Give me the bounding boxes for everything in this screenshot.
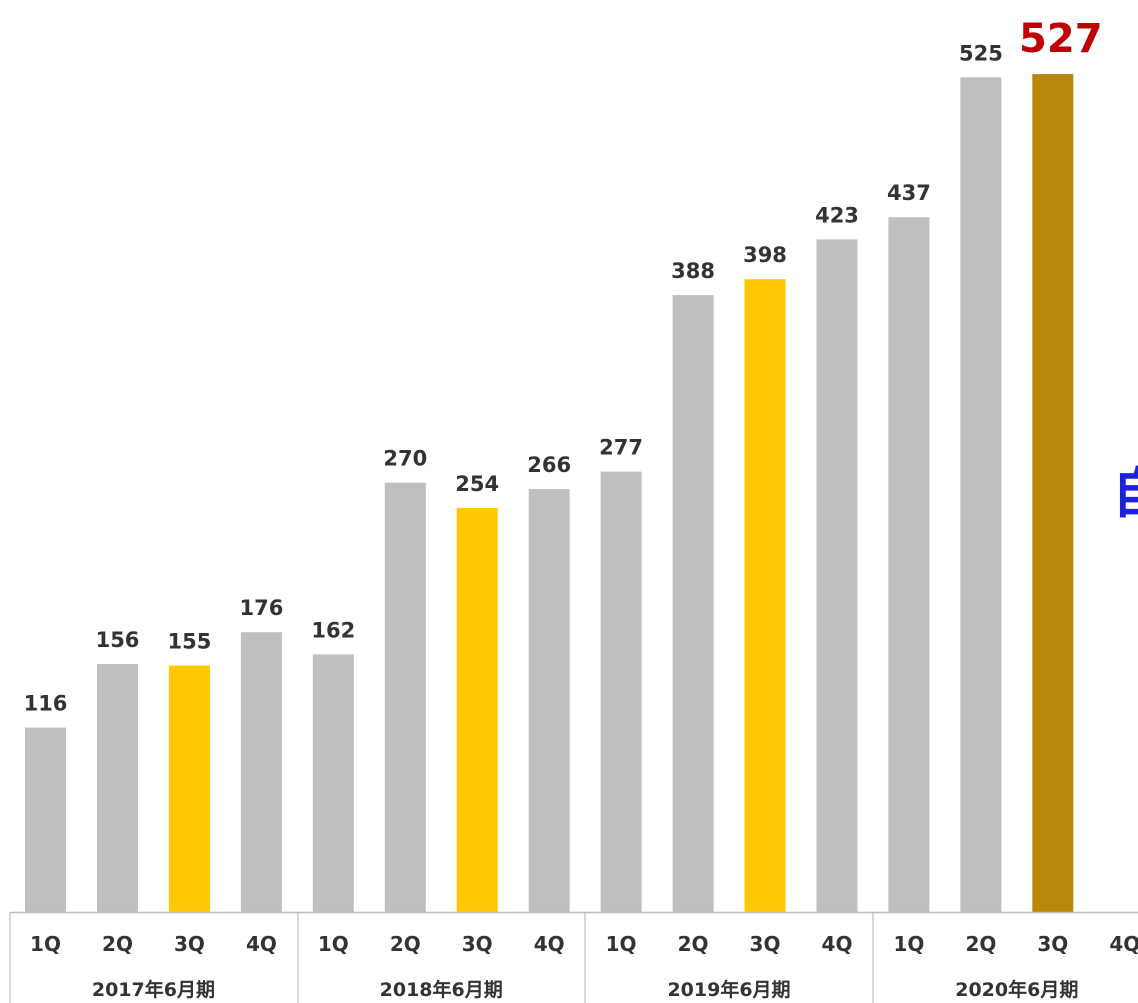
bar-4 <box>240 632 282 912</box>
bar-11 <box>744 279 786 912</box>
bar-2 <box>97 664 138 912</box>
value-label-7: 254 <box>455 472 499 496</box>
value-label-13: 437 <box>887 181 931 205</box>
side-annotation-text: 自 <box>1112 462 1138 525</box>
value-label-3: 155 <box>167 630 211 654</box>
quarter-label-2: 2Q <box>102 932 133 956</box>
quarter-label-12: 4Q <box>822 932 853 956</box>
value-label-11: 398 <box>743 243 787 267</box>
period-label-3: 2019年6月期 <box>667 978 790 1001</box>
quarter-label-15: 3Q <box>1037 932 1068 956</box>
quarter-label-9: 1Q <box>606 932 637 956</box>
bar-5 <box>312 654 354 912</box>
bar-13 <box>888 217 930 912</box>
value-label-4: 176 <box>239 596 283 620</box>
quarter-label-3: 3Q <box>174 932 205 956</box>
value-label-5: 162 <box>311 618 355 642</box>
bar-7 <box>456 508 498 912</box>
bar-9 <box>600 471 642 912</box>
quarter-label-7: 3Q <box>462 932 493 956</box>
bar-15 <box>1032 74 1074 913</box>
value-label-9: 277 <box>599 436 643 460</box>
value-label-14: 525 <box>959 41 1003 65</box>
bar-10 <box>672 295 714 913</box>
period-label-2: 2018年6月期 <box>380 978 503 1001</box>
value-label-8: 266 <box>527 453 571 477</box>
value-labels-group: 116 156 155 176 162 270 254 266 277 388 398 423 437 5… <box>24 16 1103 716</box>
value-label-12: 423 <box>815 203 859 227</box>
quarter-label-11: 3Q <box>750 932 781 956</box>
bar-1 <box>25 727 66 912</box>
quarter-label-8: 4Q <box>534 932 565 956</box>
quarter-label-10: 2Q <box>678 932 709 956</box>
bar-14 <box>960 77 1002 913</box>
quarter-label-16: 4Q <box>1109 932 1138 956</box>
value-label-1: 116 <box>24 692 68 716</box>
quarter-label-1: 1Q <box>30 932 61 956</box>
value-label-15: 527 <box>1019 16 1103 62</box>
quarter-label-14: 2Q <box>965 932 996 956</box>
value-label-10: 388 <box>671 259 715 283</box>
bar-8 <box>528 489 570 912</box>
bar-12 <box>816 239 858 912</box>
value-label-2: 156 <box>96 628 140 652</box>
bars-group <box>25 74 1074 913</box>
bar-6 <box>384 482 426 912</box>
quarter-label-13: 1Q <box>893 932 924 956</box>
period-label-1: 2017年6月期 <box>92 978 215 1001</box>
period-label-4: 2020年6月期 <box>955 978 1078 1001</box>
x-axis: 1Q 2Q 3Q 4Q 2017年6月期 1Q 2Q 3Q 4Q 2018年6月期 1Q 2Q 3Q 4Q… <box>9 911 1138 1003</box>
quarter-label-6: 2Q <box>390 932 421 956</box>
quarter-label-5: 1Q <box>318 932 349 956</box>
bar-3 <box>168 665 210 912</box>
quarter-label-4: 4Q <box>246 932 277 956</box>
value-label-6: 270 <box>383 447 427 471</box>
